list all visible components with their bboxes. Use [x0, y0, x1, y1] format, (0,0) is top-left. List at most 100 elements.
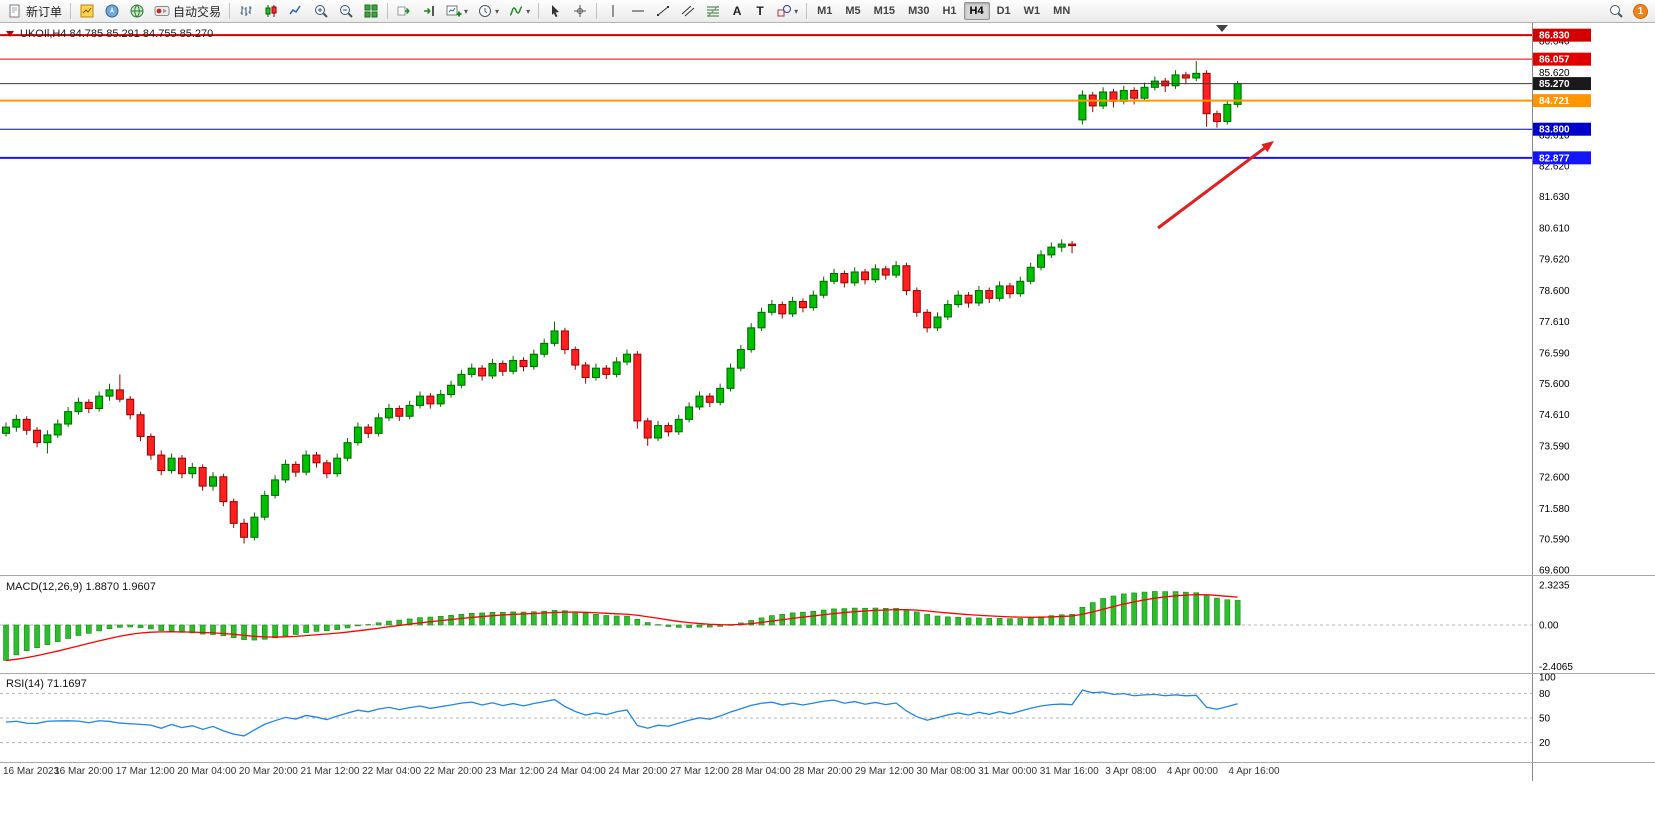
- macd-histogram-bar: [261, 624, 268, 640]
- macd-histogram-bar: [189, 624, 196, 634]
- shapes-button[interactable]: ▾: [772, 1, 802, 21]
- macd-histogram-bar: [1058, 614, 1065, 626]
- candle-body: [995, 285, 1004, 299]
- zoom-in-button[interactable]: [309, 1, 333, 21]
- timeframe-button-MN[interactable]: MN: [1047, 2, 1076, 20]
- new-chart-button[interactable]: ▾: [442, 1, 472, 21]
- time-axis-label: 24 Mar 04:00: [547, 766, 606, 777]
- zoom-out-button[interactable]: [334, 1, 358, 21]
- auto-scroll-button[interactable]: [392, 1, 416, 21]
- time-axis-label: 20 Mar 04:00: [177, 766, 236, 777]
- timeframe-button-H1[interactable]: H1: [936, 2, 962, 20]
- tile-windows-button[interactable]: [359, 1, 383, 21]
- macd-histogram-bar: [106, 624, 113, 630]
- candle-body: [964, 294, 973, 304]
- macd-histogram-bar: [34, 624, 40, 648]
- candle-body: [1047, 246, 1056, 256]
- candle-body: [1026, 266, 1035, 282]
- price-axis-label: 82.620: [1539, 161, 1570, 172]
- candle-body: [478, 367, 487, 377]
- horizontal-line-button[interactable]: [626, 1, 650, 21]
- cursor-button[interactable]: [543, 1, 567, 21]
- terminal-button[interactable]: [125, 1, 149, 21]
- candle-body: [591, 367, 600, 378]
- timeframe-button-M15[interactable]: M15: [868, 2, 901, 20]
- candle-body: [560, 330, 569, 351]
- candle-body: [2, 426, 10, 434]
- macd-histogram-bar: [986, 618, 993, 626]
- candle-body: [416, 395, 424, 406]
- macd-histogram-bar: [1048, 615, 1055, 626]
- time-axis-label: 23 Mar 12:00: [485, 766, 544, 777]
- fibonacci-icon: [707, 5, 720, 17]
- macd-histogram-bar: [1069, 614, 1075, 626]
- candle-body: [954, 294, 963, 306]
- macd-histogram-bar: [220, 624, 227, 637]
- notifications-badge[interactable]: 1: [1633, 3, 1648, 19]
- price-axis-label: 85.620: [1539, 68, 1570, 79]
- candle-body: [188, 466, 197, 475]
- chart-dropdown-icon[interactable]: [6, 31, 14, 37]
- price-axis-label: 78.600: [1539, 286, 1570, 297]
- macd-axis-label: 0.00: [1539, 621, 1559, 632]
- candle-body: [933, 316, 942, 329]
- macd-histogram-bar: [1007, 618, 1013, 626]
- autotrading-icon: [154, 6, 170, 16]
- search-button[interactable]: [1604, 1, 1628, 21]
- toolbar-separator: [70, 3, 72, 19]
- candle-body: [850, 271, 859, 284]
- macd-histogram-bar: [3, 624, 9, 661]
- timeframe-button-M30[interactable]: M30: [902, 2, 935, 20]
- timeframe-button-H4[interactable]: H4: [963, 2, 990, 20]
- macd-histogram-bar: [1027, 617, 1034, 626]
- candle-body: [1212, 113, 1221, 122]
- price-axis-label: 72.600: [1539, 472, 1570, 483]
- candlestick-chart-button[interactable]: [259, 1, 283, 21]
- new-order-button[interactable]: 新订单: [3, 1, 66, 21]
- candle-body: [1078, 94, 1087, 121]
- macd-label: MACD(12,26,9) 1.8870 1.9607: [6, 581, 156, 593]
- fibonacci-button[interactable]: [701, 1, 725, 21]
- vertical-line-button[interactable]: [601, 1, 625, 21]
- trend-arrow[interactable]: [1157, 143, 1271, 230]
- macd-histogram-bar: [158, 624, 165, 631]
- macd-histogram-bar: [199, 624, 206, 635]
- dropdown-caret-icon: ▾: [464, 6, 469, 16]
- bars-chart-button[interactable]: [234, 1, 258, 21]
- macd-histogram-bar: [86, 624, 92, 634]
- navigator-button[interactable]: [100, 1, 124, 21]
- candle-body: [861, 271, 870, 281]
- candle-body: [1016, 280, 1025, 295]
- macd-histogram-bar: [593, 614, 599, 626]
- rsi-axis-label: 20: [1539, 738, 1551, 749]
- candle-body: [177, 457, 186, 475]
- candle-body: [581, 364, 590, 378]
- candle-body: [1099, 91, 1108, 107]
- autotrading-button[interactable]: 自动交易: [150, 1, 225, 21]
- macd-histogram-bar: [313, 624, 320, 632]
- timeframe-button-M1[interactable]: M1: [811, 2, 838, 20]
- timeframe-button-M5[interactable]: M5: [839, 2, 866, 20]
- timeframe-button-W1[interactable]: W1: [1018, 2, 1047, 20]
- candle-body: [602, 367, 611, 375]
- autotrading-label: 自动交易: [173, 4, 222, 19]
- candle-body: [105, 389, 114, 397]
- main-toolbar: 新订单 自动交易: [0, 0, 1655, 23]
- period-button[interactable]: ▾: [473, 1, 503, 21]
- indicators-button[interactable]: ▾: [504, 1, 534, 21]
- chart-shift-button[interactable]: [417, 1, 441, 21]
- label-tool-button[interactable]: T: [749, 1, 771, 21]
- timeframe-button-D1[interactable]: D1: [991, 2, 1017, 20]
- line-chart-button[interactable]: [284, 1, 308, 21]
- candle-body: [788, 300, 797, 315]
- candle-body: [819, 280, 828, 296]
- chart-shift-marker[interactable]: [1216, 25, 1228, 32]
- chart-area[interactable]: 86.64085.62084.63083.61082.62081.63080.6…: [0, 23, 1655, 827]
- candle-body: [695, 395, 704, 408]
- trendline-button[interactable]: [651, 1, 675, 21]
- text-tool-button[interactable]: A: [726, 1, 748, 21]
- market-watch-button[interactable]: [75, 1, 99, 21]
- channel-button[interactable]: [676, 1, 700, 21]
- macd-histogram-bar: [624, 615, 630, 626]
- crosshair-button[interactable]: [568, 1, 592, 21]
